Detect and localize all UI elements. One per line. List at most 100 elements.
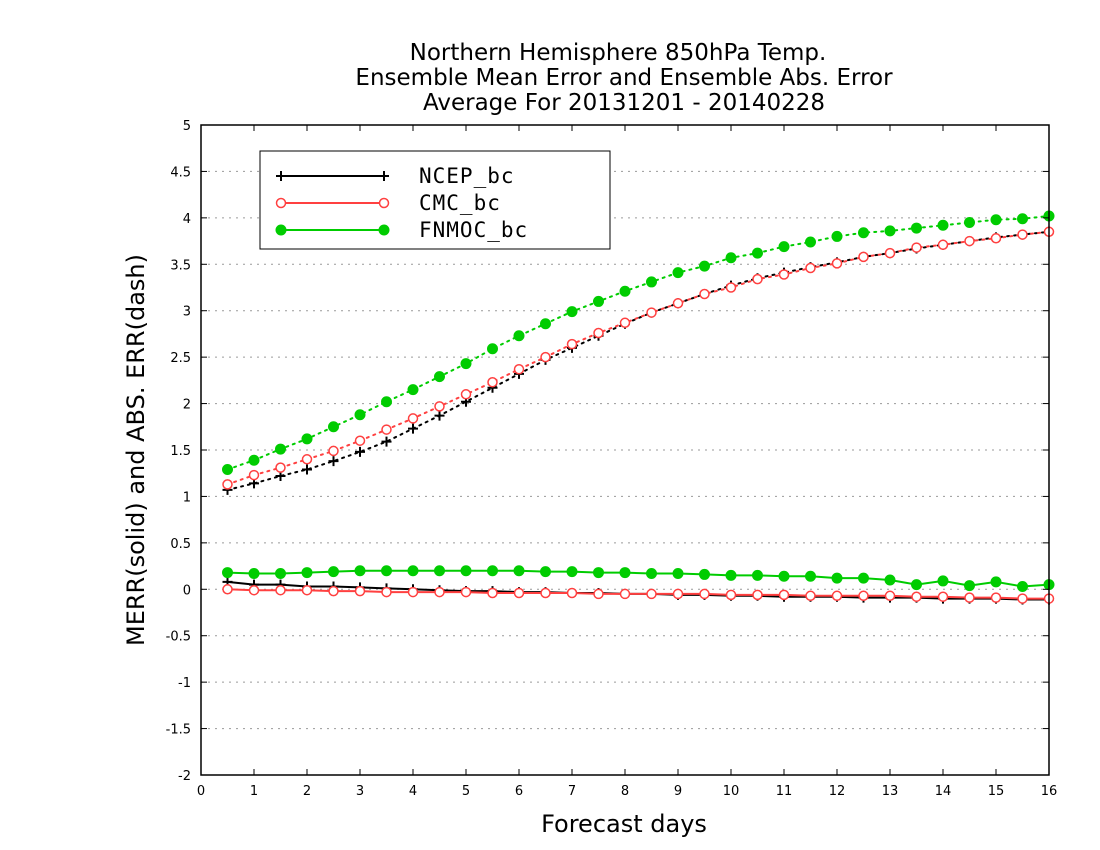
data-point-abs-err-fnmoc-bc <box>222 464 233 475</box>
data-point-abs-err-fnmoc-bc <box>884 225 896 237</box>
data-point-abs-err-fnmoc-bc <box>672 267 684 279</box>
data-point-abs-err-cmc-bc <box>354 435 366 446</box>
x-tick-label: 12 <box>829 784 846 799</box>
chart-title-line-1: Northern Hemisphere 850hPa Temp. <box>410 40 827 66</box>
data-point-merr-cmc-bc <box>619 588 631 600</box>
y-tick-label: -2 <box>178 769 191 784</box>
data-point-merr-fnmoc-bc <box>858 572 869 584</box>
data-point-abs-err-fnmoc-bc <box>778 241 790 253</box>
data-point-abs-err-fnmoc-bc <box>964 217 975 228</box>
y-tick-label: 5 <box>183 119 191 134</box>
x-tick-label: 1 <box>250 784 258 799</box>
data-point-merr-fnmoc-bc <box>778 570 790 582</box>
data-point-abs-err-cmc-bc <box>566 338 578 350</box>
grid-lines <box>201 170 1049 730</box>
data-point-abs-err-fnmoc-bc <box>460 358 472 370</box>
data-point-merr-cmc-bc <box>593 588 604 600</box>
data-point-abs-err-cmc-bc <box>540 351 551 363</box>
data-point-merr-cmc-bc <box>487 587 498 599</box>
data-point-merr-fnmoc-bc <box>487 565 498 577</box>
y-tick-label: 1 <box>183 490 191 505</box>
data-point-abs-err-cmc-bc <box>752 273 763 285</box>
data-point-merr-fnmoc-bc <box>725 569 737 581</box>
legend-label-ncep-bc: NCEP_bc <box>419 164 515 188</box>
y-tick-label: 1.5 <box>170 444 191 459</box>
chart-title: Northern Hemisphere 850hPa Temp. Ensembl… <box>355 40 893 116</box>
data-point-merr-fnmoc-bc <box>248 568 260 579</box>
data-point-abs-err-cmc-bc <box>805 262 816 274</box>
data-point-abs-err-cmc-bc <box>407 413 419 424</box>
data-point-merr-cmc-bc <box>248 584 260 596</box>
y-tick-label: 2 <box>183 398 191 413</box>
x-tick-label: 2 <box>303 784 311 799</box>
data-point-abs-err-cmc-bc <box>593 327 604 339</box>
data-point-abs-err-fnmoc-bc <box>513 330 525 342</box>
data-point-abs-err-cmc-bc <box>884 247 896 259</box>
data-point-abs-err-cmc-bc <box>964 235 975 247</box>
data-point-abs-err-ncep-bc <box>381 436 392 447</box>
data-point-merr-fnmoc-bc <box>937 575 949 587</box>
y-tick-label: 4 <box>183 212 191 227</box>
data-point-abs-err-fnmoc-bc <box>487 343 498 355</box>
data-point-merr-fnmoc-bc <box>275 568 286 579</box>
data-point-merr-cmc-bc <box>540 587 551 599</box>
data-point-merr-cmc-bc <box>275 584 286 596</box>
series-line-abs-err-ncep-bc <box>226 230 1050 491</box>
data-point-merr-fnmoc-bc <box>752 569 763 581</box>
chart-title-line-2: Ensemble Mean Error and Ensemble Abs. Er… <box>355 65 893 91</box>
y-tick-label: 4.5 <box>170 165 191 180</box>
data-point-abs-err-cmc-bc <box>301 454 313 465</box>
data-point-merr-cmc-bc <box>672 588 684 600</box>
data-point-merr-fnmoc-bc <box>619 567 631 579</box>
data-point-merr-cmc-bc <box>911 591 922 602</box>
data-point-abs-err-ncep-bc <box>408 423 418 434</box>
data-point-abs-err-cmc-bc <box>672 298 684 309</box>
data-point-merr-cmc-bc <box>778 589 790 601</box>
data-point-merr-fnmoc-bc <box>699 568 710 580</box>
data-point-abs-err-fnmoc-bc <box>699 260 710 272</box>
data-point-merr-fnmoc-bc <box>911 579 922 591</box>
chart-title-line-3: Average For 20131201 - 20140228 <box>423 90 825 116</box>
data-point-merr-cmc-bc <box>513 587 525 599</box>
data-point-abs-err-fnmoc-bc <box>831 230 843 242</box>
data-point-merr-fnmoc-bc <box>381 565 392 577</box>
data-point-abs-err-cmc-bc <box>1017 229 1028 240</box>
data-point-merr-fnmoc-bc <box>884 574 896 586</box>
data-point-merr-fnmoc-bc <box>222 567 233 579</box>
y-tick-label: 0 <box>183 583 191 598</box>
data-point-abs-err-ncep-bc <box>434 410 445 421</box>
series-layer <box>222 210 1055 605</box>
data-point-abs-err-cmc-bc <box>513 363 525 375</box>
data-point-abs-err-cmc-bc <box>911 242 922 253</box>
data-point-merr-fnmoc-bc <box>566 566 578 578</box>
y-tick-label: -1.5 <box>166 723 191 738</box>
x-axis-label: Forecast days <box>541 810 707 838</box>
legend: NCEP_bc CMC_bc FNMOC_bc <box>259 150 611 250</box>
data-point-merr-fnmoc-bc <box>831 572 843 584</box>
data-point-merr-cmc-bc <box>434 586 445 598</box>
data-point-merr-cmc-bc <box>328 585 339 597</box>
data-point-abs-err-ncep-bc <box>355 446 365 457</box>
data-point-abs-err-fnmoc-bc <box>1017 213 1028 225</box>
x-tick-label: 16 <box>1041 784 1058 799</box>
data-point-abs-err-fnmoc-bc <box>646 276 657 288</box>
data-point-abs-err-fnmoc-bc <box>566 306 578 318</box>
series-line-merr-fnmoc-bc <box>227 569 1050 588</box>
legend-box <box>259 150 611 250</box>
data-point-abs-err-ncep-bc <box>328 456 339 467</box>
data-point-abs-err-cmc-bc <box>831 258 843 269</box>
x-tick-label: 3 <box>356 784 364 799</box>
series-line-merr-cmc-bc <box>227 588 1049 600</box>
x-tick-label: 4 <box>409 784 417 799</box>
data-point-abs-err-fnmoc-bc <box>858 227 869 239</box>
data-point-abs-err-fnmoc-bc <box>937 219 949 231</box>
data-point-merr-fnmoc-bc <box>328 566 339 578</box>
data-point-merr-fnmoc-bc <box>805 570 816 582</box>
data-point-merr-fnmoc-bc <box>460 565 472 577</box>
data-point-merr-cmc-bc <box>460 586 472 598</box>
data-point-merr-fnmoc-bc <box>646 568 657 579</box>
data-point-abs-err-fnmoc-bc <box>407 384 419 396</box>
y-tick-label: 3.5 <box>170 258 191 273</box>
data-point-abs-err-cmc-bc <box>646 307 657 318</box>
